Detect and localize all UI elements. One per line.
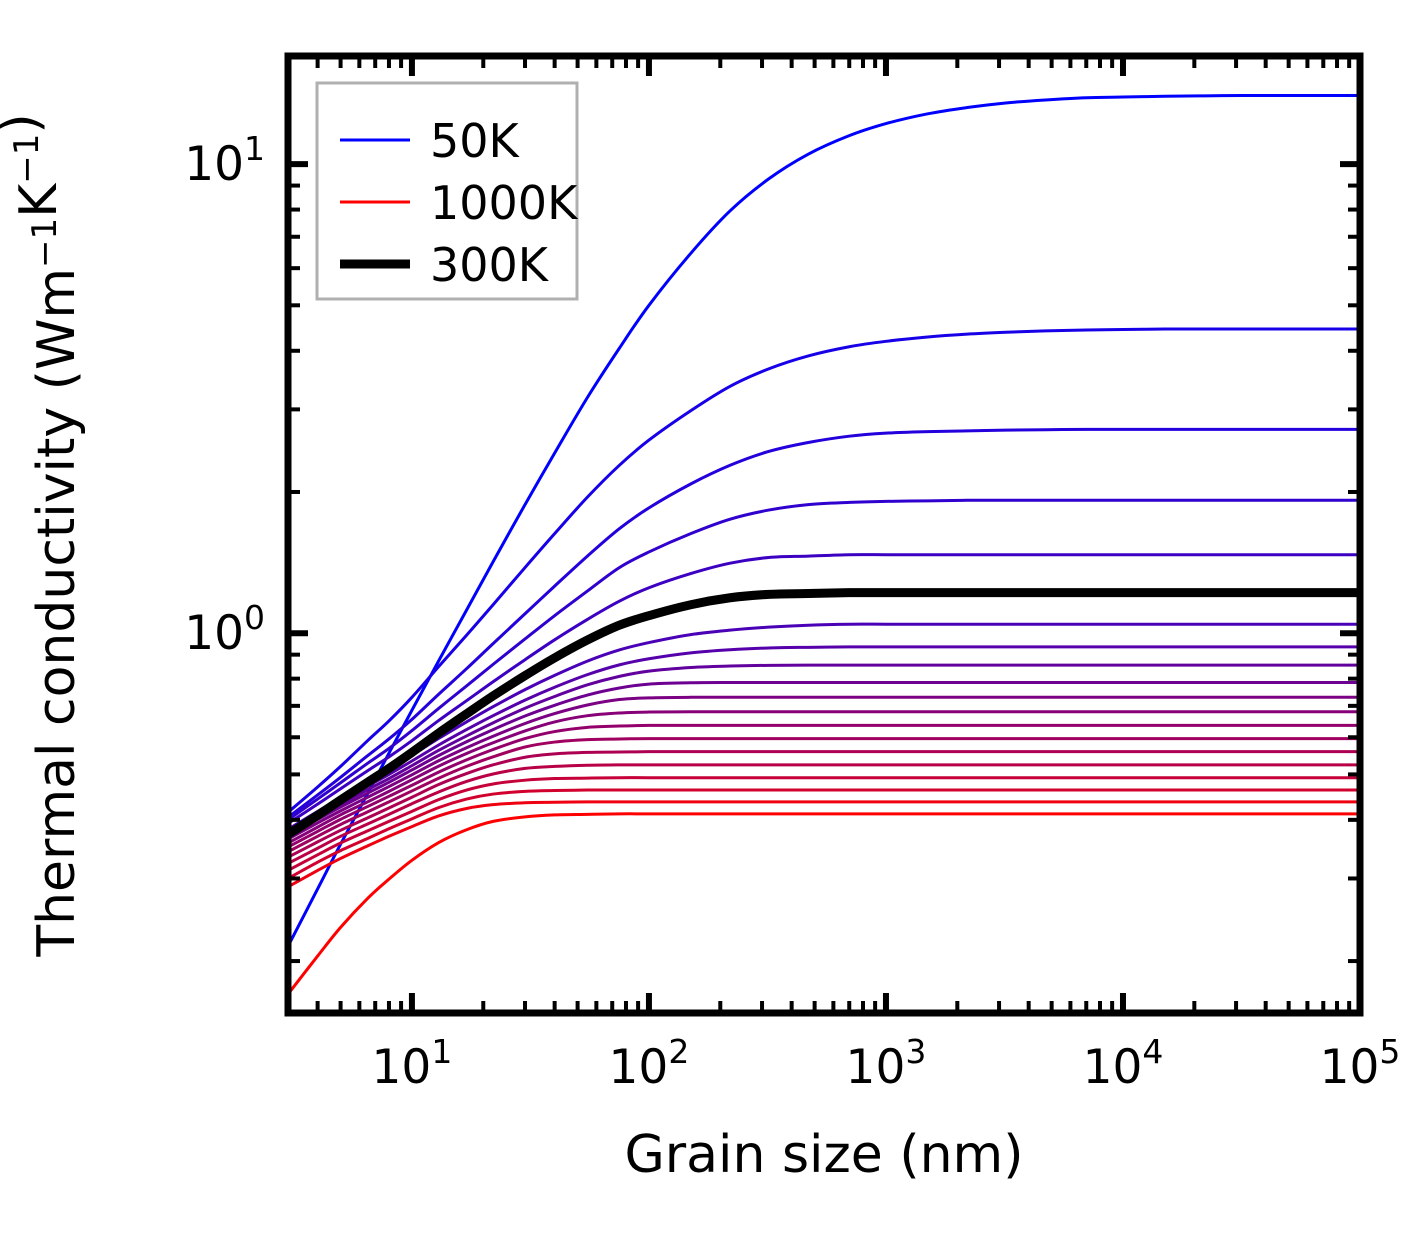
curve-100k: [287, 327, 1360, 814]
curve-700k: [287, 737, 1360, 854]
curve-300k: [285, 588, 1360, 839]
y-tick-label: 100: [184, 598, 265, 661]
legend-label-300k: 300K: [430, 238, 550, 292]
x-tick-label: 104: [1083, 1032, 1164, 1095]
curve-50k: [286, 94, 1360, 948]
curve-800k: [287, 763, 1360, 865]
curve-150k: [287, 427, 1360, 819]
legend-label-1000k: 1000K: [430, 176, 579, 230]
legend-label-50k: 50K: [430, 114, 521, 168]
curve-600k: [287, 710, 1360, 845]
x-tick-label: 105: [1320, 1032, 1401, 1095]
curve-550k: [287, 695, 1360, 841]
curve-500k: [287, 680, 1360, 838]
curve-200k: [287, 498, 1360, 822]
legend-entries-group: 50K 1000K 300K: [340, 114, 579, 292]
y-tick-label: 101: [184, 129, 265, 192]
x-tick-label: 103: [846, 1032, 927, 1095]
curve-650k: [287, 723, 1360, 849]
y-axis-label: Thermal conductivity (Wm−1K−1): [0, 113, 87, 957]
curve-400k: [287, 645, 1360, 833]
x-tick-labels-group: 101 102 103 104 105: [372, 1032, 1401, 1095]
curve-1000k: [286, 812, 1360, 996]
x-tick-label: 101: [372, 1032, 453, 1095]
curve-950k: [287, 800, 1360, 889]
curve-250k: [287, 553, 1360, 825]
legend[interactable]: 50K 1000K 300K: [315, 81, 579, 301]
curve-900k: [287, 788, 1360, 880]
x-axis-label: Grain size (nm): [624, 1125, 1023, 1185]
curve-450k: [287, 663, 1360, 835]
curve-850k: [287, 776, 1360, 872]
y-tick-labels-group: 100 101: [184, 129, 265, 661]
curve-750k: [287, 750, 1360, 859]
axes-spines: [284, 52, 1364, 1017]
x-tick-label: 102: [609, 1032, 690, 1095]
axis-ticks-group: [286, 56, 1363, 1013]
data-curves-group: [285, 94, 1360, 996]
